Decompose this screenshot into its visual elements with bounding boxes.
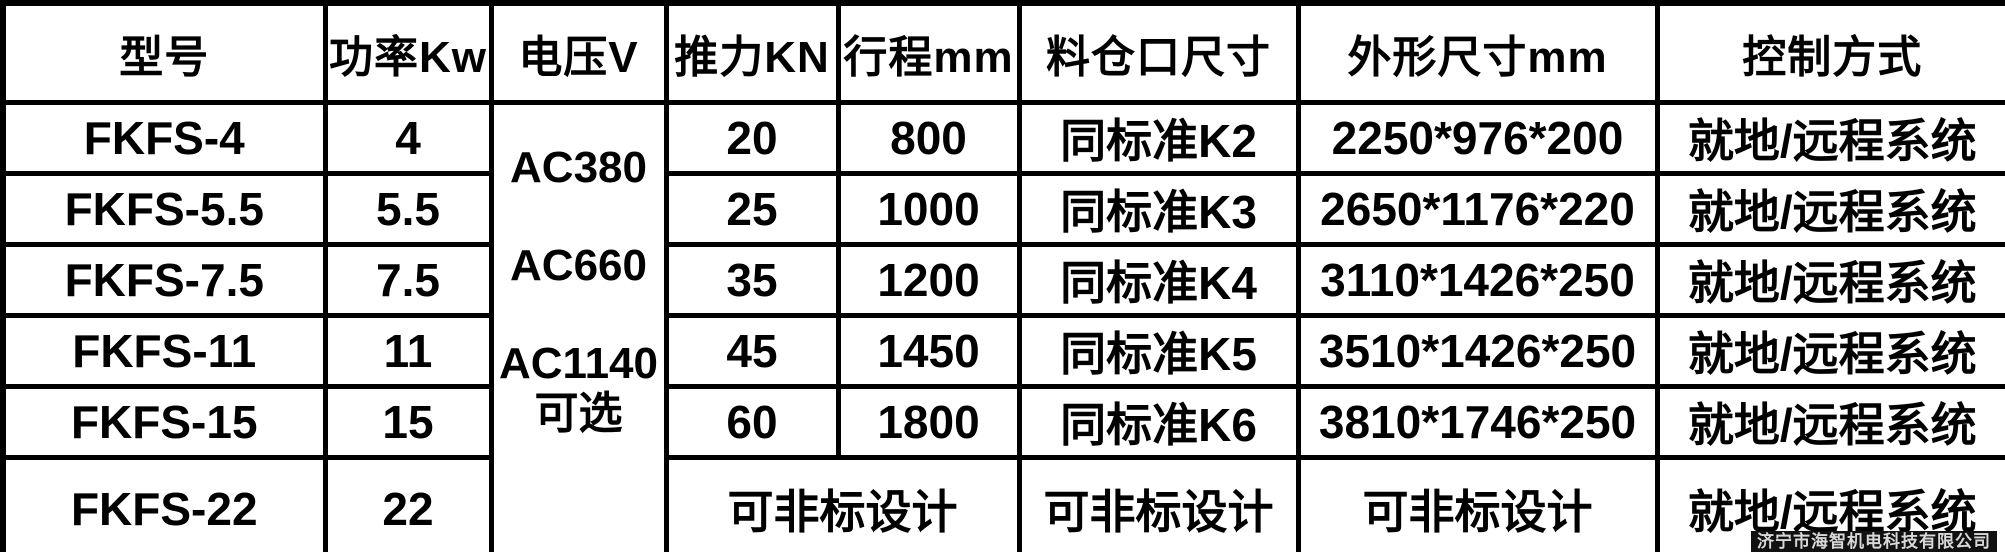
cell-stroke: 1800	[835, 383, 1022, 460]
cell-stroke: 1450	[835, 312, 1022, 389]
cell-model: FKFS-4	[0, 99, 328, 176]
cell-hopper: 同标准K6	[1016, 383, 1301, 460]
header-dimensions: 外形尺寸mm	[1295, 0, 1660, 105]
cell-dimensions: 2250*976*200	[1295, 99, 1660, 176]
voltage-option-ac1140-label: AC1140	[498, 339, 658, 389]
cell-hopper: 同标准K4	[1016, 241, 1301, 318]
table-row: FKFS-7.5 7.5 35 1200 同标准K4 3110*1426*250…	[0, 241, 2005, 318]
company-watermark: 济宁市海智机电科技有限公司	[1751, 531, 1997, 552]
cell-hopper: 同标准K3	[1016, 170, 1301, 247]
table-header-row: 型号 功率Kw 电压V 推力KN 行程mm 料仓口尺寸 外形尺寸mm 控制方式	[0, 0, 2005, 105]
cell-power: 5.5	[322, 170, 494, 247]
cell-control: 就地/远程系统	[1654, 312, 2005, 389]
cell-power: 22	[322, 454, 494, 552]
header-thrust: 推力KN	[663, 0, 841, 105]
cell-hopper: 可非标设计	[1016, 454, 1301, 552]
cell-dimensions: 可非标设计	[1295, 454, 1660, 552]
cell-hopper: 同标准K2	[1016, 99, 1301, 176]
cell-dimensions: 3510*1426*250	[1295, 312, 1660, 389]
cell-power: 7.5	[322, 241, 494, 318]
cell-power: 11	[322, 312, 494, 389]
cell-voltage-merged: AC380 AC660 AC1140 可选	[488, 99, 669, 552]
cell-thrust: 60	[663, 383, 841, 460]
table-row: FKFS-11 11 45 1450 同标准K5 3510*1426*250 就…	[0, 312, 2005, 389]
cell-control: 就地/远程系统	[1654, 99, 2005, 176]
cell-power: 4	[322, 99, 494, 176]
cell-model: FKFS-15	[0, 383, 328, 460]
voltage-options: AC380 AC660 AC1140 可选	[496, 142, 661, 438]
cell-thrust: 25	[663, 170, 841, 247]
cell-thrust-stroke-merged: 可非标设计	[663, 454, 1022, 552]
cell-stroke: 1000	[835, 170, 1022, 247]
cell-dimensions: 3810*1746*250	[1295, 383, 1660, 460]
cell-thrust: 20	[663, 99, 841, 176]
cell-model: FKFS-5.5	[0, 170, 328, 247]
cell-hopper: 同标准K5	[1016, 312, 1301, 389]
table-row: FKFS-4 4 AC380 AC660 AC1140 可选 20 800 同标…	[0, 99, 2005, 552]
voltage-option-ac1140: AC1140 可选	[499, 341, 658, 437]
table-row: FKFS-5.5 5.5 25 1000 同标准K3 2650*1176*220…	[0, 170, 2005, 247]
cell-model: FKFS-11	[0, 312, 328, 389]
cell-stroke: 1200	[835, 241, 1022, 318]
header-control: 控制方式	[1654, 0, 2005, 105]
voltage-option-ac380: AC380	[510, 142, 647, 192]
table-row-custom-design: FKFS-22 22 可非标设计 可非标设计 可非标设计 就地/远程系统	[0, 454, 2005, 552]
cell-power: 15	[322, 383, 494, 460]
header-hopper: 料仓口尺寸	[1016, 0, 1301, 105]
header-power: 功率Kw	[322, 0, 494, 105]
cell-control: 就地/远程系统	[1654, 170, 2005, 247]
voltage-optional-label: 可选	[534, 389, 623, 439]
cell-control: 就地/远程系统	[1654, 383, 2005, 460]
cell-dimensions: 2650*1176*220	[1295, 170, 1660, 247]
cell-stroke: 800	[835, 99, 1022, 176]
cell-model: FKFS-22	[0, 454, 328, 552]
header-voltage: 电压V	[488, 0, 669, 105]
header-stroke: 行程mm	[835, 0, 1022, 105]
header-model: 型号	[0, 0, 328, 105]
cell-dimensions: 3110*1426*250	[1295, 241, 1660, 318]
cell-thrust: 45	[663, 312, 841, 389]
cell-thrust: 35	[663, 241, 841, 318]
voltage-option-ac660: AC660	[510, 241, 647, 291]
cell-control: 就地/远程系统	[1654, 241, 2005, 318]
cell-model: FKFS-7.5	[0, 241, 328, 318]
table-row: FKFS-15 15 60 1800 同标准K6 3810*1746*250 就…	[0, 383, 2005, 460]
